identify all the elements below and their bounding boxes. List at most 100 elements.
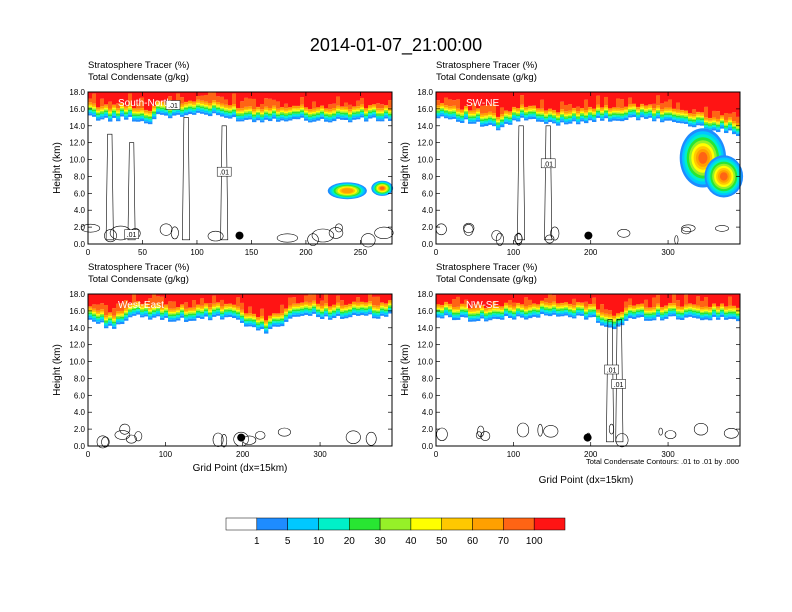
colorbar-bin <box>503 517 535 531</box>
tracer-cell <box>508 309 513 311</box>
tracer-cell <box>176 93 181 102</box>
tracer-cell <box>592 297 597 304</box>
contour-label-box <box>611 379 626 389</box>
tracer-cell <box>300 97 305 105</box>
tracer-cell <box>244 97 249 107</box>
colorbar-bin <box>287 517 319 531</box>
tracer-cell <box>216 96 221 103</box>
tracer-cell <box>180 92 185 98</box>
tracer-cell <box>524 113 529 115</box>
tracer-cell <box>284 111 289 113</box>
tracer-cell <box>652 115 657 118</box>
tracer-cell <box>332 309 337 311</box>
tracer-cell <box>660 92 665 104</box>
tracer-cell <box>708 294 713 307</box>
tracer-cell <box>248 108 253 110</box>
tracer-cell <box>716 126 721 129</box>
tracer-cell <box>712 119 717 121</box>
tracer-cell <box>344 308 349 310</box>
tracer-cell <box>132 119 137 122</box>
tracer-cell <box>696 308 701 311</box>
tracer-cell <box>700 311 705 313</box>
tracer-cell <box>600 314 605 316</box>
tracer-cell <box>124 117 129 120</box>
tracer-cell <box>140 110 145 112</box>
tracer-cell <box>708 124 713 126</box>
tracer-cell <box>512 311 517 313</box>
tracer-cell <box>288 118 293 121</box>
tracer-cell <box>148 113 153 115</box>
tracer-cell <box>372 109 377 111</box>
tracer-cell <box>560 120 565 123</box>
tracer-cell <box>644 115 649 117</box>
contour-cell <box>311 228 335 243</box>
tracer-cell <box>692 117 697 119</box>
tracer-cell <box>696 313 701 315</box>
tracer-cell <box>312 110 317 113</box>
tracer-cell <box>292 303 297 306</box>
tracer-cell <box>220 92 225 97</box>
tracer-cell <box>620 92 625 100</box>
tracer-cell <box>312 117 317 120</box>
tracer-cell <box>480 124 485 127</box>
tracer-cell <box>544 304 549 306</box>
colorbar-label: 5 <box>285 536 291 547</box>
tracer-cell <box>496 316 501 320</box>
tracer-cell <box>712 122 717 124</box>
tracer-cell <box>260 321 265 324</box>
tracer-cell <box>288 311 293 314</box>
tracer-cell <box>196 294 201 305</box>
tracer-cell <box>636 114 641 117</box>
tracer-cell <box>324 305 329 307</box>
tracer-cell <box>272 313 277 316</box>
convective-column-contour <box>220 125 229 241</box>
tracer-cell <box>292 111 297 114</box>
tracer-cell <box>492 115 497 117</box>
tracer-cell <box>312 114 317 117</box>
tracer-cell <box>640 294 645 304</box>
tracer-cell <box>516 294 521 303</box>
tracer-cell <box>512 306 517 309</box>
tracer-cell <box>356 106 361 109</box>
tracer-cell <box>320 305 325 309</box>
tracer-cell <box>88 109 93 112</box>
tracer-cell <box>572 112 577 115</box>
tracer-cell <box>460 309 465 312</box>
tracer-cell <box>328 120 333 123</box>
tracer-cell <box>296 109 301 111</box>
tracer-cell <box>564 311 569 314</box>
tracer-cell <box>184 111 189 114</box>
tracer-cell <box>564 104 569 112</box>
tracer-cell <box>556 306 561 309</box>
contour-cell <box>436 427 448 441</box>
tracer-cell <box>96 92 101 108</box>
tracer-cell <box>292 294 297 298</box>
tracer-cell <box>580 115 585 118</box>
tracer-cell <box>632 310 637 312</box>
tracer-cell <box>252 92 257 99</box>
tracer-cell <box>728 311 733 314</box>
tracer-cell <box>624 313 629 316</box>
tracer-cell <box>168 314 173 317</box>
tracer-cell <box>364 108 369 111</box>
tracer-cell <box>468 92 473 111</box>
tracer-cell <box>308 115 313 117</box>
tracer-cell <box>496 311 501 314</box>
tracer-cell <box>600 320 605 322</box>
tracer-cell <box>176 112 181 115</box>
tracer-cell <box>516 309 521 311</box>
tracer-cell <box>532 305 537 308</box>
tracer-cell <box>252 314 257 317</box>
tracer-cell <box>624 112 629 115</box>
tracer-cell <box>680 92 685 110</box>
tracer-cell <box>608 108 613 111</box>
convective-column-contour <box>606 319 615 443</box>
tracer-cell <box>248 113 253 116</box>
tracer-cell <box>656 309 661 312</box>
tracer-cell <box>516 119 521 122</box>
tracer-cell <box>640 111 645 114</box>
contour-cell <box>658 427 663 436</box>
tracer-cell <box>380 312 385 314</box>
convective-column-contour <box>517 125 526 241</box>
tracer-cell <box>340 311 345 314</box>
